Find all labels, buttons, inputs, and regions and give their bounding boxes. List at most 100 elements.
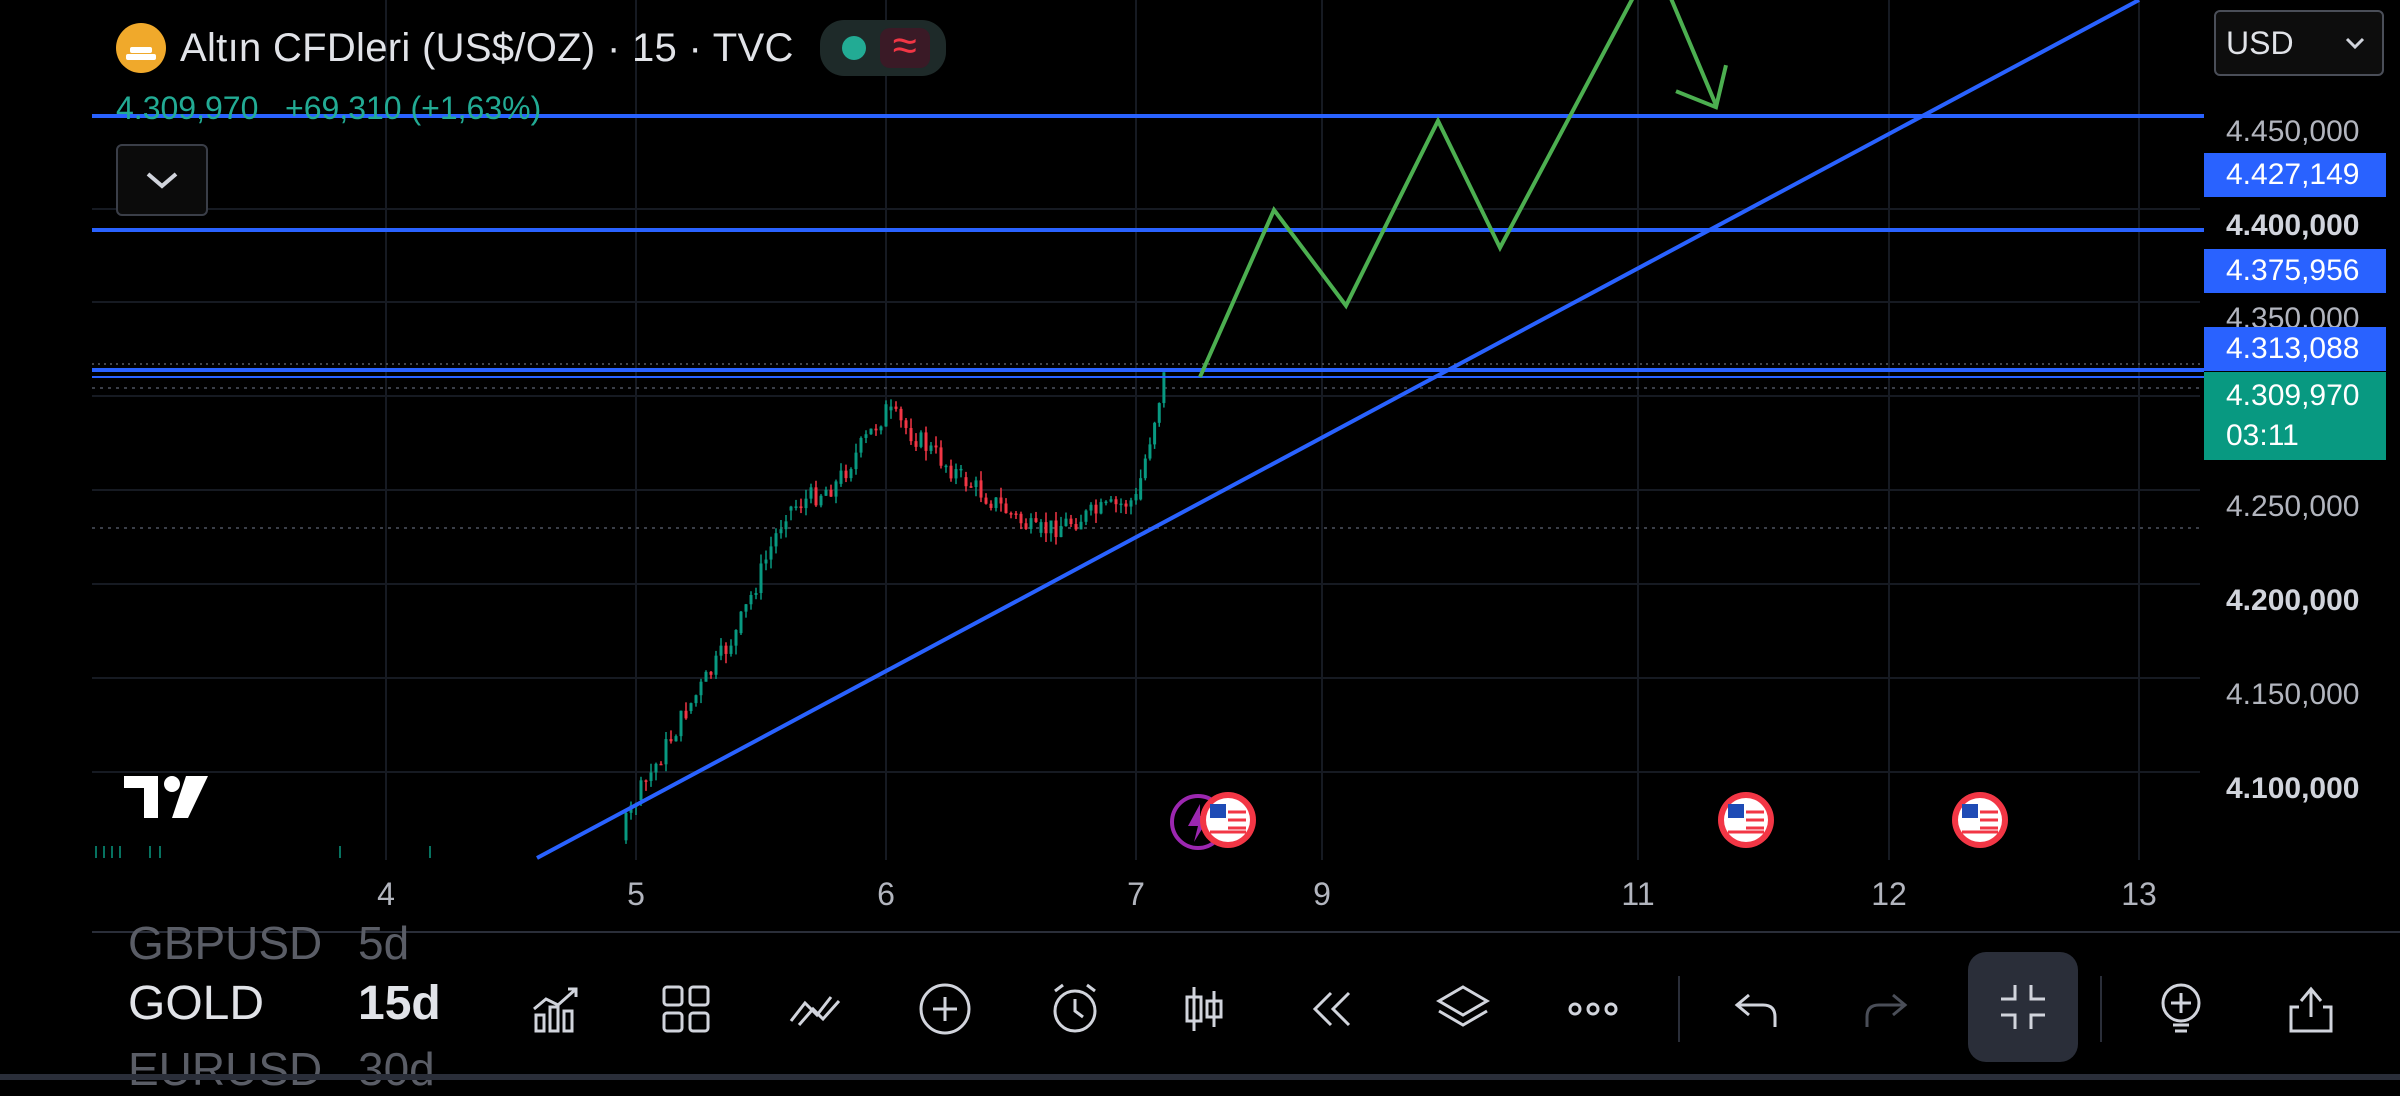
add-icon [919, 983, 971, 1035]
current-price-tag[interactable]: 4.309,970 03:11 [2204, 372, 2386, 460]
redo-button[interactable] [1846, 970, 1924, 1048]
candle-body [894, 406, 898, 409]
currency-select[interactable]: USD [2214, 10, 2384, 76]
price-axis-label: 4.450,000 [2226, 115, 2360, 148]
candle-body [799, 506, 803, 509]
add-button[interactable] [906, 970, 984, 1048]
time-axis-label: 12 [1871, 876, 1907, 912]
candle-body [1104, 501, 1108, 504]
candle-body [724, 645, 728, 654]
candle-body [694, 695, 698, 704]
watchlist-current-interval[interactable]: 15d [358, 977, 441, 1030]
candle-body [899, 408, 903, 421]
candle-body [1029, 518, 1033, 529]
candle-body [874, 428, 878, 431]
redo-icon [1865, 993, 1908, 1027]
candle-body [779, 529, 783, 534]
candle-body [1039, 522, 1043, 533]
candle-body [764, 559, 768, 564]
candle-body [929, 445, 933, 451]
trend-line[interactable] [536, 0, 2140, 860]
candle-body [1014, 513, 1018, 515]
undo-icon [1734, 993, 1777, 1027]
level-tag-4375[interactable]: 4.375,956 [2204, 249, 2386, 293]
candle-body [1034, 518, 1038, 522]
indicators-button[interactable] [517, 970, 595, 1048]
share-button[interactable] [2272, 970, 2350, 1048]
level-tag-4427[interactable]: 4.427,149 [2204, 153, 2386, 197]
candle-body [1094, 504, 1098, 514]
candle-body [844, 470, 848, 479]
watchlist-next[interactable]: EURUSD 30d [128, 1043, 435, 1095]
candle-body [639, 780, 643, 801]
layout-grid-icon [662, 985, 710, 1033]
layers-button[interactable] [1424, 970, 1502, 1048]
share-icon [2289, 986, 2333, 1033]
replay-button[interactable] [1294, 970, 1372, 1048]
candle-body [684, 710, 688, 719]
candle-body [719, 645, 723, 656]
price-summary: 4.309,970 +69,310 (+1,63%) [116, 90, 541, 127]
undo-button[interactable] [1718, 970, 1796, 1048]
us-flag-event-icon-canton [1210, 804, 1226, 818]
economic-events[interactable] [1170, 792, 2008, 850]
time-axis-label: 9 [1313, 876, 1331, 912]
chart-type-button[interactable] [1165, 970, 1243, 1048]
candle-body [969, 486, 973, 488]
candle-body [759, 563, 763, 594]
candle-body [809, 487, 813, 499]
watchlist-prev[interactable]: GBPUSD 5d [128, 917, 410, 969]
candle-body [674, 736, 678, 742]
gold-symbol-icon [116, 23, 166, 73]
projection-path[interactable] [1198, 0, 1718, 378]
price-change: +69,310 [285, 90, 402, 126]
add-pin-button[interactable] [2142, 970, 2220, 1048]
candle-body [1079, 521, 1083, 530]
symbol-title[interactable]: Altın CFDleri (US$/OZ) · 15 · TVC [180, 25, 794, 70]
market-open-icon [841, 36, 866, 60]
candle-body [814, 487, 818, 506]
alert-button[interactable] [1036, 970, 1114, 1048]
drawing-tools-icon [789, 996, 841, 1026]
symbol-header[interactable]: Altın CFDleri (US$/OZ) · 15 · TVC ≈ [116, 18, 946, 78]
candle-body [804, 498, 808, 509]
drawing-tools-button[interactable] [776, 970, 854, 1048]
replay-icon [1312, 991, 1351, 1027]
candle-body [1157, 403, 1161, 423]
legend-toggle-button[interactable] [116, 144, 208, 216]
candle-body [789, 506, 793, 511]
candle-body [704, 671, 708, 682]
level-tag-4313[interactable]: 4.313,088 [2204, 327, 2386, 371]
candle-body [749, 594, 753, 605]
bar-countdown: 03:11 [2226, 419, 2299, 452]
candle-body [1009, 513, 1013, 515]
candle-body [854, 452, 858, 470]
current-price-value: 4.309,970 [2226, 379, 2360, 412]
market-status-pill[interactable]: ≈ [819, 20, 946, 76]
layout-button[interactable] [647, 970, 725, 1048]
currency-value: USD [2226, 24, 2294, 61]
price-change-pct: (+1,63%) [410, 90, 542, 126]
candle-body [949, 465, 953, 479]
watchlist-current-symbol[interactable]: GOLD [128, 977, 265, 1030]
price-axis-label: 4.100,000 [2226, 772, 2360, 805]
candle-body [1049, 520, 1053, 534]
more-button[interactable] [1554, 970, 1632, 1048]
candle-body [654, 763, 658, 773]
time-axis-label: 7 [1127, 876, 1145, 912]
candle-body [679, 710, 683, 737]
horizontal-levels[interactable] [92, 114, 2204, 378]
candle-body [889, 406, 893, 411]
nav-bar-edge [0, 1074, 2400, 1080]
tradingview-logo-icon[interactable] [122, 772, 212, 822]
candle-body [744, 604, 748, 612]
candle-body [954, 469, 958, 479]
candle-body [1162, 372, 1166, 404]
candle-body [904, 420, 908, 428]
candle-body [1004, 503, 1008, 514]
toolbar-separator [2100, 976, 2102, 1042]
chart-grid [92, 0, 2200, 860]
candle-body [1134, 494, 1138, 501]
exit-fullscreen-button[interactable] [1968, 952, 2078, 1062]
